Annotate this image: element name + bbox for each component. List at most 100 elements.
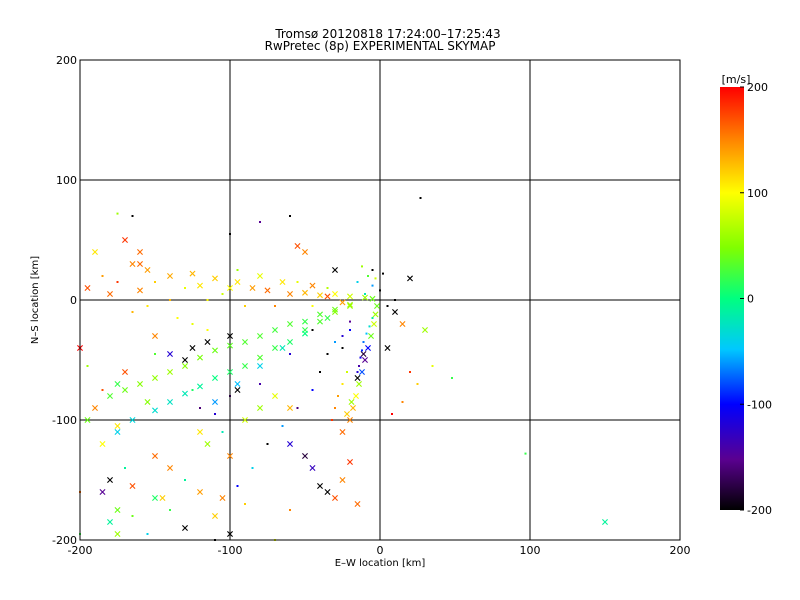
data-point-x-37 <box>287 321 293 327</box>
data-point-dot-226 <box>229 395 231 397</box>
data-point-dot-195 <box>124 467 126 469</box>
data-point-x-126 <box>294 243 301 249</box>
data-point-dot-139 <box>154 281 156 283</box>
data-point-x-6 <box>249 285 256 291</box>
data-point-x-98 <box>204 339 211 345</box>
data-point-x-63 <box>324 315 331 321</box>
data-point-x-14 <box>369 295 376 302</box>
data-point-x-35 <box>257 333 263 339</box>
data-point-x-107 <box>84 417 91 423</box>
data-point-dot-145 <box>244 305 246 307</box>
data-point-dot-173 <box>334 407 336 409</box>
data-point-dot-206 <box>524 452 527 455</box>
data-point-dot-148 <box>311 305 314 307</box>
data-point-dot-177 <box>116 212 119 215</box>
data-point-dot-192 <box>244 503 246 505</box>
y-axis-label: N–S location [km] <box>30 256 41 344</box>
colorbar-tick-label: -100 <box>747 398 772 411</box>
data-point-dot-200 <box>409 371 411 373</box>
data-point-x-135 <box>242 417 248 423</box>
data-point-x-137 <box>204 441 211 447</box>
data-point-x-53 <box>287 339 293 345</box>
data-point-x-105 <box>114 423 121 429</box>
data-point-dot-141 <box>184 287 186 289</box>
data-point-x-86 <box>197 489 203 495</box>
data-point-dot-224 <box>326 353 329 355</box>
data-point-dot-221 <box>349 329 351 331</box>
data-point-x-32 <box>212 347 218 354</box>
data-point-dot-208 <box>341 347 344 349</box>
data-point-x-48 <box>212 375 218 381</box>
data-point-dot-203 <box>391 413 393 415</box>
data-point-x-38 <box>302 318 308 325</box>
data-point-dot-163 <box>356 371 359 373</box>
y-tick-label: 200 <box>56 54 77 67</box>
data-point-x-61 <box>279 345 286 351</box>
data-point-dot-225 <box>199 407 201 409</box>
data-point-x-101 <box>287 441 293 447</box>
data-point-x-96 <box>182 357 188 363</box>
data-point-x-125 <box>302 249 308 255</box>
data-point-x-130 <box>114 531 121 537</box>
data-point-dot-162 <box>206 329 209 331</box>
data-point-x-21 <box>279 279 286 285</box>
data-point-x-110 <box>227 453 233 459</box>
data-point-dot-209 <box>349 320 351 323</box>
data-point-dot-202 <box>401 401 404 403</box>
data-point-x-34 <box>242 339 248 345</box>
colorbar-tick-label: 0 <box>747 293 754 306</box>
data-point-x-91 <box>332 495 338 501</box>
data-point-dot-182 <box>319 371 321 373</box>
data-point-x-69 <box>362 357 368 363</box>
data-point-dot-189 <box>154 353 156 355</box>
data-point-x-94 <box>354 501 361 507</box>
data-point-dot-157 <box>116 281 119 283</box>
x-tick-label: -200 <box>68 544 93 557</box>
data-point-dot-168 <box>365 332 368 335</box>
data-point-dot-142 <box>206 299 209 301</box>
data-point-x-0 <box>129 261 136 267</box>
data-point-x-62 <box>302 330 308 337</box>
data-point-x-27 <box>137 381 143 387</box>
data-point-x-56 <box>332 309 338 315</box>
data-point-dot-197 <box>146 533 149 535</box>
data-point-x-92 <box>339 477 346 483</box>
data-point-x-84 <box>152 453 158 459</box>
data-point-dot-191 <box>221 431 224 433</box>
data-point-dot-194 <box>289 509 291 511</box>
data-point-x-4 <box>212 275 218 282</box>
data-point-x-89 <box>317 483 323 489</box>
data-point-x-24 <box>339 299 346 306</box>
data-point-dot-169 <box>368 325 371 328</box>
data-point-x-85 <box>167 465 173 471</box>
data-point-x-129 <box>137 261 143 267</box>
colorbar-tick-label: 100 <box>747 187 768 200</box>
data-point-x-65 <box>350 405 356 411</box>
data-points <box>77 197 608 541</box>
data-point-x-100 <box>234 387 241 393</box>
data-point-dot-178 <box>229 233 231 235</box>
data-point-dot-183 <box>311 389 314 391</box>
data-point-x-123 <box>384 345 391 351</box>
data-point-x-73 <box>372 311 379 318</box>
data-point-x-42 <box>114 429 121 435</box>
data-point-dot-164 <box>358 365 360 367</box>
data-point-dot-228 <box>214 413 216 415</box>
data-point-x-78 <box>354 375 361 381</box>
data-point-dot-188 <box>236 485 239 487</box>
data-point-x-7 <box>264 287 271 294</box>
data-point-dot-181 <box>419 197 422 199</box>
data-point-dot-180 <box>289 215 291 217</box>
data-point-dot-146 <box>274 305 276 307</box>
data-point-dot-154 <box>386 305 389 307</box>
data-point-x-87 <box>212 513 218 519</box>
data-point-dot-161 <box>191 323 194 325</box>
data-point-dot-220 <box>361 265 363 268</box>
data-point-dot-152 <box>371 284 374 287</box>
data-point-x-28 <box>152 375 158 381</box>
data-point-x-79 <box>360 351 367 357</box>
y-tick-label: 100 <box>56 174 77 187</box>
data-point-dot-184 <box>296 407 299 409</box>
data-point-x-112 <box>272 393 278 399</box>
chart-subtitle: RwPretec (8p) EXPERIMENTAL SKYMAP <box>265 39 496 53</box>
